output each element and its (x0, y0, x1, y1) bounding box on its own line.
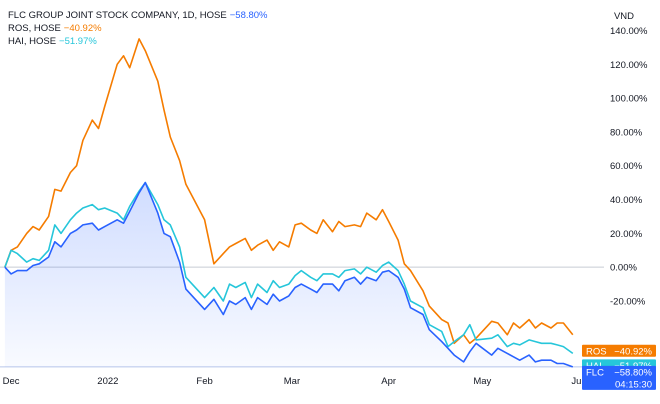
badge-symbol-flc: FLC (586, 367, 604, 378)
badge-value-ros: −40.92% (614, 346, 652, 357)
legend-value-flc: −58.80% (229, 10, 268, 21)
legend-label-flc: FLC GROUP JOINT STOCK COMPANY, 1D, HOSE (8, 10, 227, 21)
legend-value-hai: −51.97% (59, 36, 97, 47)
y-tick-label: 0.00% (610, 263, 637, 274)
x-tick-label: Apr (381, 376, 396, 387)
y-tick-label: 60.00% (610, 161, 643, 172)
chart-legend: FLC GROUP JOINT STOCK COMPANY, 1D, HOSE −… (8, 9, 268, 48)
y-tick-label: 140.00% (610, 26, 648, 37)
y-tick-label: 40.00% (610, 195, 643, 206)
x-tick-label: May (473, 376, 491, 387)
y-tick-label: 20.00% (610, 229, 643, 240)
currency-label: VND (613, 11, 634, 22)
legend-value-ros: −40.92% (63, 23, 102, 34)
legend-item-ros[interactable]: ROS, HOSE −40.92% (8, 22, 268, 35)
badge-flc (582, 365, 656, 390)
x-tick-label: Dec (3, 376, 20, 387)
legend-label-ros: ROS, HOSE (8, 23, 61, 34)
legend-item-flc[interactable]: FLC GROUP JOINT STOCK COMPANY, 1D, HOSE −… (8, 9, 268, 22)
badge-symbol-ros: ROS (586, 346, 607, 357)
x-tick-label: 2022 (97, 376, 118, 387)
y-tick-label: 80.00% (610, 127, 643, 138)
x-tick-label: Jun (571, 376, 586, 387)
legend-label-hai: HAI, HOSE (8, 36, 57, 47)
x-tick-label: Mar (284, 376, 300, 387)
flc-area (4, 182, 573, 367)
badge-time-flc: 04:15:30 (615, 379, 652, 390)
legend-item-hai[interactable]: HAI, HOSE −51.97% (8, 35, 268, 48)
y-tick-label: 120.00% (610, 60, 648, 71)
badge-ros (582, 344, 656, 357)
x-tick-label: Feb (196, 376, 212, 387)
y-tick-label: 100.00% (610, 94, 648, 105)
series-line-flc (4, 181, 574, 368)
badge-value-flc: −58.80% (614, 367, 652, 378)
y-tick-label: -20.00% (610, 296, 646, 307)
series-line-hai (4, 181, 574, 355)
